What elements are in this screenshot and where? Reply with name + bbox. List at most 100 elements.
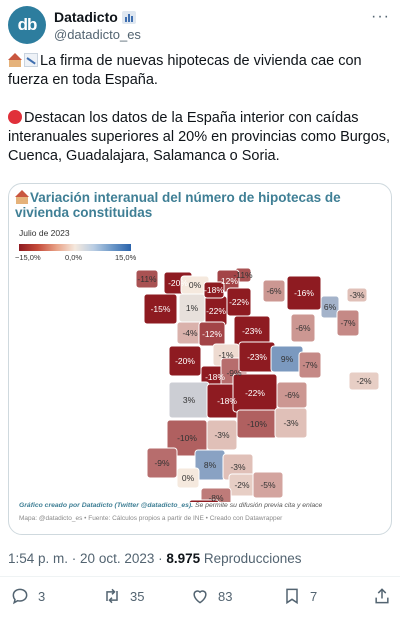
- reply-count: 3: [38, 588, 46, 604]
- province-value-label: 3%: [183, 395, 196, 405]
- province-value-label: -8%: [208, 493, 224, 502]
- credit-rest: Se permite su difusión previa cita y enl…: [193, 502, 323, 509]
- province-value-label: -23%: [242, 326, 262, 336]
- province-value-label: -4%: [182, 328, 198, 338]
- province-cell: [286, 275, 322, 311]
- province-cell: [203, 281, 225, 299]
- legend-min: −15,0%: [15, 253, 41, 262]
- province-cell: [346, 287, 368, 303]
- more-options-button[interactable]: ···: [371, 8, 390, 25]
- province-value-label: -22%: [245, 388, 265, 398]
- province-value-label: -10%: [247, 419, 267, 429]
- divider: [0, 576, 400, 577]
- province-value-label: -23%: [247, 352, 267, 362]
- share-button[interactable]: [372, 586, 392, 606]
- province-value-label: -2%: [356, 376, 372, 386]
- province-value-label: -12%: [218, 276, 238, 286]
- province-cell: [135, 269, 159, 289]
- province-value-label: -11%: [137, 274, 157, 284]
- tweet-time[interactable]: 1:54 p. m.: [8, 551, 69, 566]
- tweet-meta: 1:54 p. m. · 20 oct. 2023 · 8.975 Reprod…: [8, 551, 301, 566]
- province-cell: [168, 345, 202, 377]
- province-value-label: -18%: [204, 285, 224, 295]
- province-value-label: -9%: [154, 458, 170, 468]
- retweet-button[interactable]: 35: [102, 586, 144, 606]
- heart-icon: [193, 590, 207, 604]
- reply-icon: [12, 588, 28, 605]
- retweet-icon: [106, 588, 118, 604]
- province-value-label: -11%: [233, 270, 253, 280]
- province-cell: [274, 407, 308, 439]
- province-value-label: -6%: [284, 390, 300, 400]
- province-value-label: -3%: [230, 462, 246, 472]
- province-value-label: -1%: [218, 350, 234, 360]
- avatar[interactable]: db: [8, 6, 46, 44]
- province-value-label: -10%: [177, 433, 197, 443]
- tweet-header: db Datadicto @datadicto_es ···: [8, 6, 392, 46]
- province-value-label: -3%: [283, 418, 299, 428]
- province-value-label: -16%: [294, 288, 314, 298]
- legend-max: 15,0%: [115, 253, 137, 262]
- province-value-label: -6%: [266, 286, 282, 296]
- chart-decreasing-icon: [24, 53, 38, 67]
- bookmark-icon: [286, 588, 298, 605]
- province-value-label: -15%: [151, 304, 171, 314]
- province-value-label: -20%: [168, 278, 188, 288]
- province-value-label: -18%: [217, 396, 237, 406]
- province-value-label: -5%: [260, 480, 276, 490]
- province-value-label: -18%: [205, 372, 225, 382]
- retweet-count: 35: [130, 588, 145, 604]
- house-icon: [15, 190, 29, 204]
- bookmark-count: 7: [310, 588, 318, 604]
- province-value-label: -7%: [302, 360, 318, 370]
- display-name[interactable]: Datadicto: [54, 9, 118, 25]
- chart-credit: Gráfico creado por Datadicto (Twitter @d…: [19, 502, 322, 509]
- province-cell: [320, 295, 340, 319]
- province-value-label: -9%: [226, 368, 242, 378]
- bar-chart-icon: [121, 10, 136, 24]
- province-value-label: -12%: [202, 329, 222, 339]
- province-value-label: -7%: [340, 318, 356, 328]
- tweet-line-1: La firma de nuevas hipotecas de vivienda…: [8, 53, 362, 88]
- view-count: 8.975: [166, 551, 201, 566]
- reply-button[interactable]: 3: [10, 586, 45, 606]
- media-card[interactable]: Variación interanual del número de hipot…: [8, 183, 392, 535]
- red-circle-icon: [8, 110, 22, 124]
- name-row: Datadicto: [54, 9, 136, 25]
- province-cell: [290, 313, 316, 343]
- province-value-label: -22%: [229, 297, 249, 307]
- user-handle[interactable]: @datadicto_es: [54, 27, 141, 42]
- legend-mid: 0,0%: [65, 253, 83, 262]
- province-value-label: -3%: [214, 430, 230, 440]
- province-cell: [348, 371, 380, 391]
- chart-title: Variación interanual del número de hipot…: [15, 190, 385, 220]
- meta-separator: ·: [68, 551, 81, 566]
- bookmark-button[interactable]: 7: [282, 586, 317, 606]
- province-value-label: 0%: [182, 473, 195, 483]
- province-value-label: -2%: [234, 480, 250, 490]
- province-cell: [146, 447, 178, 479]
- province-cell: [336, 309, 360, 337]
- tweet-date[interactable]: 20 oct. 2023: [80, 551, 155, 566]
- province-value-label: 6%: [324, 302, 337, 312]
- province-value-label: -22%: [206, 306, 226, 316]
- province-cell: [298, 351, 322, 379]
- province-value-label: 0%: [189, 280, 202, 290]
- province-cell: [262, 279, 286, 303]
- province-value-label: -20%: [175, 356, 195, 366]
- views-label: Reproducciones: [200, 551, 302, 566]
- province-cell: [198, 321, 226, 347]
- province-cell: [200, 487, 232, 502]
- like-button[interactable]: 83: [190, 586, 232, 606]
- meta-separator-2: ·: [154, 551, 167, 566]
- chart-title-text: Variación interanual del número de hipot…: [15, 190, 341, 220]
- chart-source: Mapa: @datadicto_es • Fuente: Cálculos p…: [19, 515, 283, 522]
- province-cell: [188, 499, 220, 502]
- province-value-label: 1%: [186, 303, 199, 313]
- action-bar: 3 35 83 7: [0, 586, 400, 614]
- share-icon: [375, 588, 389, 604]
- province-value-label: -3%: [349, 290, 365, 300]
- province-cell: [252, 471, 284, 499]
- spain-provinces-map: -20%-11%-15%0%-11%-12%-6%1% -22%-22%-18% -…: [135, 267, 380, 502]
- province-value-label: 8%: [204, 460, 217, 470]
